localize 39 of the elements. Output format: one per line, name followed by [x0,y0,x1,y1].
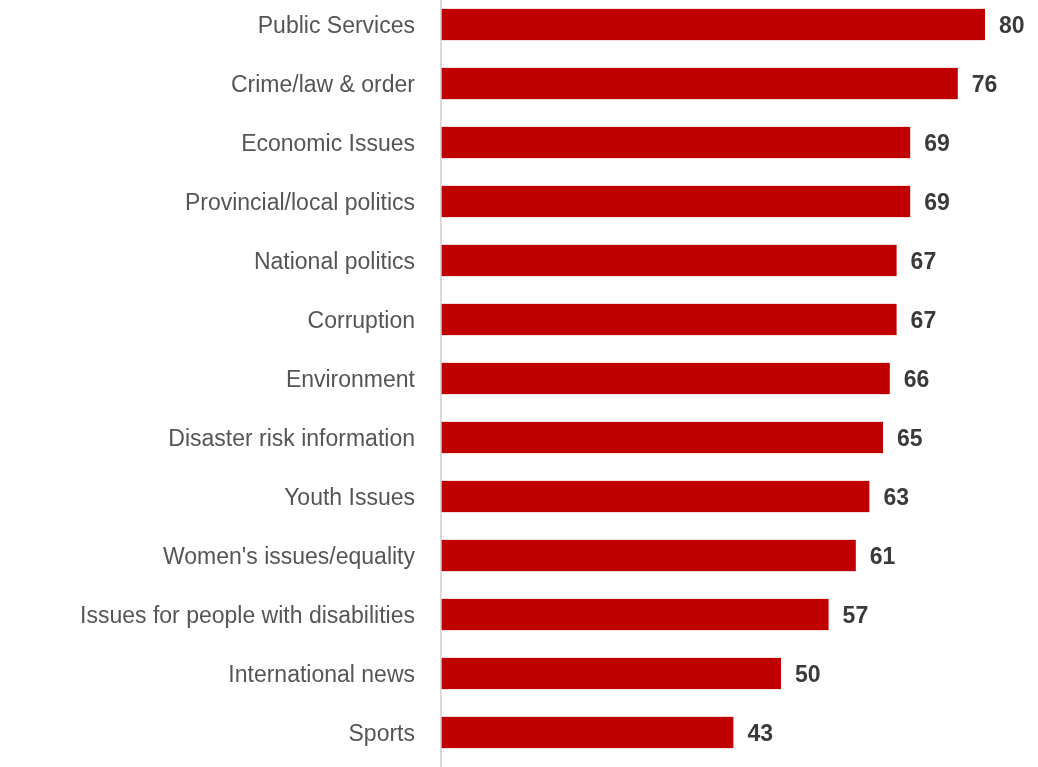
data-label: 63 [883,483,909,510]
y-tick-label: Corruption [307,306,415,333]
data-label: 67 [910,247,937,274]
data-label: 69 [924,129,950,156]
bar [441,185,911,218]
bar [441,362,890,395]
bar [441,598,829,631]
bar [441,67,958,100]
bar [441,480,870,513]
y-tick-label: Issues for people with disabilities [80,601,415,628]
y-tick-label: National politics [253,247,415,274]
y-tick-label: Environment [285,365,416,392]
y-tick-label: Provincial/local politics [184,188,415,215]
y-tick-label: Women's issues/equality [163,542,416,569]
y-tick-label: Sports [348,719,415,746]
bar [441,244,897,277]
data-label: 50 [795,660,821,687]
data-label: 67 [910,306,937,333]
bar [441,8,985,41]
y-tick-label: Public Services [257,11,415,38]
data-label: 69 [924,188,950,215]
y-tick-label: Crime/law & order [230,70,416,97]
bar [441,126,911,159]
data-label: 76 [971,70,998,97]
y-tick-label: Disaster risk information [168,424,415,451]
data-label: 80 [999,11,1025,38]
data-label: 65 [897,424,923,451]
data-label: 43 [747,719,773,746]
data-label: 61 [869,542,896,569]
bar [441,303,897,336]
bar [441,421,883,454]
y-tick-label: Youth Issues [284,483,415,510]
data-label: 57 [842,601,869,628]
bar [441,539,856,572]
bar [441,716,734,749]
data-label: 66 [903,365,930,392]
y-tick-label: International news [228,660,415,687]
y-tick-label: Economic Issues [241,129,415,156]
bar [441,657,781,690]
